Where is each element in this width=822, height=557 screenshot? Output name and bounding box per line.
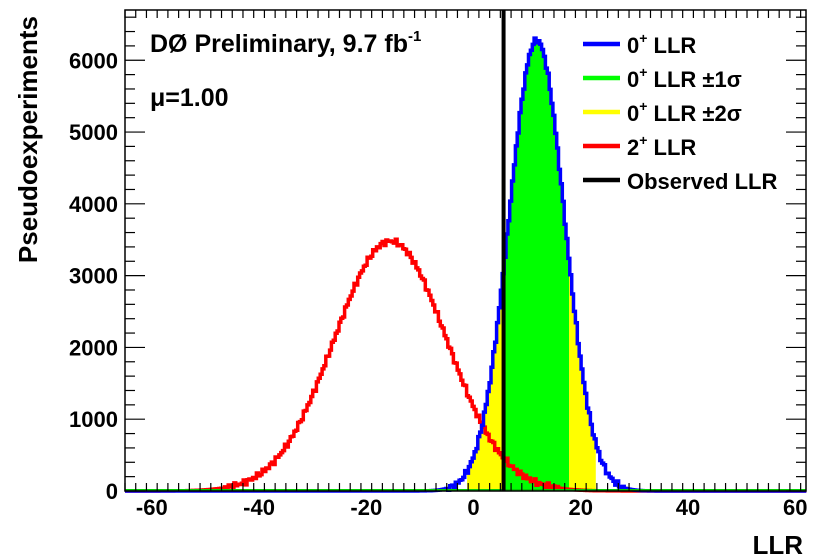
x-axis-label: LLR: [752, 530, 803, 557]
mu-annotation: μ=1.00: [150, 84, 229, 112]
x-tick-label: -40: [243, 495, 275, 520]
x-tick-label: 60: [783, 495, 807, 520]
y-tick-label: 0: [106, 479, 118, 504]
y-tick-label: 3000: [69, 264, 118, 289]
y-tick-label: 5000: [69, 120, 118, 145]
x-tick-label: -20: [350, 495, 382, 520]
axes-layer: -60 -40 -20 0 20 40 60 0 1000 2000 3000 4000 5000 600…: [69, 9, 808, 520]
y-tick-label: 4000: [69, 192, 118, 217]
plot-layer: [125, 10, 807, 493]
y-axis-label: Pseudoexperiments: [13, 16, 43, 263]
band-one-sigma: [504, 40, 569, 491]
legend-entry: Observed LLR: [627, 169, 777, 194]
legend-entry: 0+ LLR ±1σ: [627, 64, 742, 92]
chart-title: DØ Preliminary, 9.7 fb-1: [150, 28, 421, 58]
x-tick-label: 20: [569, 495, 593, 520]
plot-frame: [124, 9, 807, 492]
legend-entry: 0+ LLR: [627, 30, 696, 58]
chart-title-main: DØ Preliminary, 9.7 fb: [150, 30, 408, 58]
x-tick-label: -60: [136, 495, 168, 520]
legend-entry: 0+ LLR ±2σ: [627, 98, 742, 126]
y-tick-label: 6000: [69, 48, 118, 73]
legend-entry: 2+ LLR: [627, 132, 696, 160]
y-tick-label: 2000: [69, 335, 118, 360]
x-tick-label: 40: [676, 495, 700, 520]
y-tick-label: 1000: [69, 407, 118, 432]
legend: 0+ LLR 0+ LLR ±1σ 0+ LLR ±2σ 2+ LLR Observed…: [583, 30, 777, 194]
chart-title-superscript: -1: [408, 28, 421, 45]
x-tick-label: 0: [467, 495, 479, 520]
